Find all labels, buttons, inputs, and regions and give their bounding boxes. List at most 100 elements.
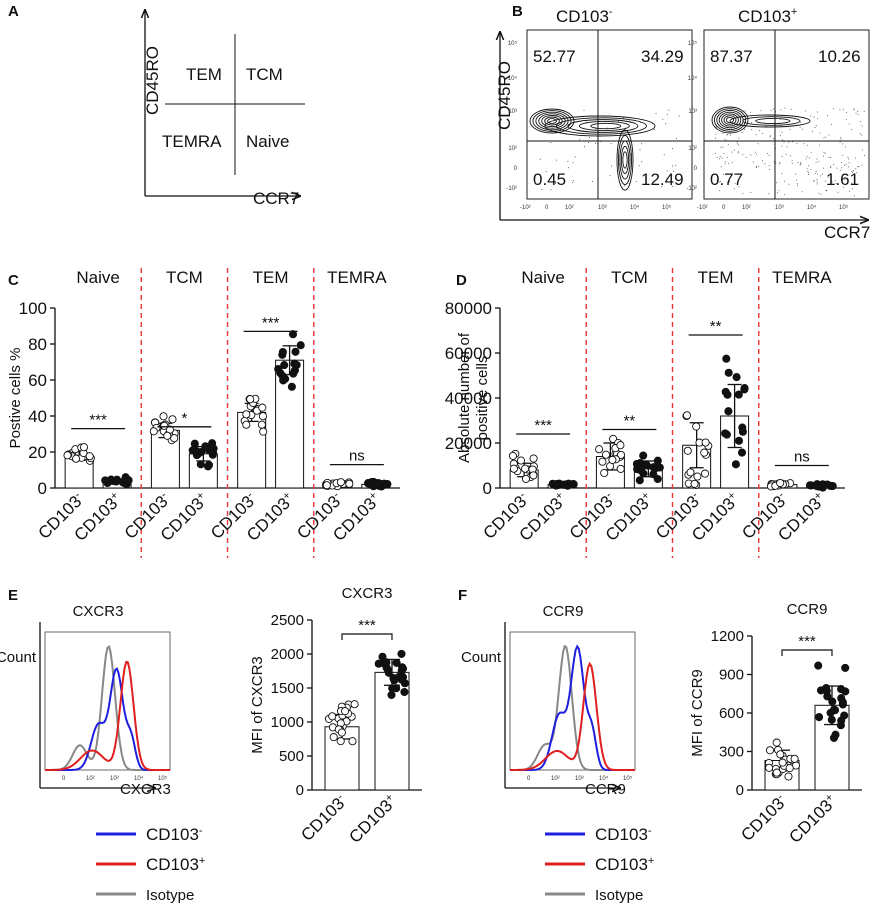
- data-point: [616, 441, 625, 450]
- legend-label: CD103+: [595, 855, 654, 874]
- event-dot: [820, 175, 821, 177]
- legend-label: CD103+: [146, 855, 205, 874]
- event-dot: [848, 123, 850, 125]
- histogram-title: CXCR3: [73, 603, 124, 620]
- event-dot: [773, 124, 774, 126]
- event-dot: [731, 151, 733, 153]
- event-dot: [780, 134, 781, 136]
- event-dot: [716, 180, 718, 182]
- data-point: [772, 738, 781, 747]
- contour-line: [556, 117, 647, 135]
- event-dot: [726, 134, 728, 136]
- data-point: [776, 750, 785, 759]
- event-dot: [823, 167, 825, 169]
- event-dot: [541, 189, 543, 190]
- contour-line: [755, 117, 791, 125]
- event-dot: [550, 189, 552, 191]
- flow-contours: [529, 108, 680, 191]
- contour-line: [529, 108, 575, 134]
- event-dot: [627, 174, 629, 176]
- event-dot: [800, 121, 802, 123]
- contour-line: [622, 151, 628, 169]
- y-tick-label: 10⁴: [508, 75, 518, 82]
- data-point: [288, 330, 298, 339]
- contour-line: [567, 119, 639, 133]
- data-point: [289, 369, 298, 378]
- event-dot: [819, 132, 821, 134]
- event-dot: [863, 110, 865, 112]
- data-point: [790, 754, 799, 763]
- event-dot: [809, 121, 811, 123]
- y-tick-label: 10⁵: [508, 40, 518, 47]
- event-dot: [816, 179, 818, 180]
- event-dot: [554, 116, 556, 118]
- event-dot: [789, 129, 791, 130]
- event-dot: [628, 121, 629, 122]
- event-dot: [823, 152, 825, 154]
- histogram-title: CCR9: [543, 603, 584, 620]
- event-dot: [545, 171, 547, 172]
- event-dot: [851, 175, 853, 177]
- event-dot: [830, 157, 831, 158]
- event-dot: [720, 181, 721, 182]
- contour-line: [723, 115, 737, 125]
- event-dot: [857, 166, 859, 168]
- y-tick-label: 0: [736, 782, 744, 799]
- legend-label: Isotype: [595, 887, 643, 904]
- event-dot: [830, 167, 831, 168]
- event-dot: [823, 155, 824, 157]
- flow-plot-cd103-pos: CD103+ 87.37 10.26 0.77 1.61: [703, 6, 870, 200]
- event-dot: [737, 151, 739, 153]
- y-tick-label: 2000: [271, 646, 304, 663]
- data-point: [569, 479, 578, 489]
- event-dot: [858, 166, 860, 168]
- event-dot: [731, 161, 733, 163]
- contour-line: [535, 111, 569, 131]
- event-dot: [847, 156, 849, 158]
- event-dot: [555, 159, 557, 161]
- event-dot: [750, 111, 752, 113]
- event-dot: [775, 111, 777, 113]
- event-dot: [760, 110, 762, 111]
- x-tick-label: 10⁴: [134, 775, 144, 782]
- data-point: [601, 450, 611, 459]
- data-point: [724, 407, 733, 416]
- event-dot: [813, 116, 815, 118]
- event-dot: [840, 137, 842, 139]
- x-tick-label: CD103-: [737, 791, 791, 845]
- event-dot: [738, 185, 740, 187]
- event-dot: [653, 128, 655, 130]
- event-dot: [574, 156, 576, 158]
- data-point: [397, 675, 406, 684]
- y-tick-label: 10²: [688, 146, 697, 152]
- data-point: [521, 464, 530, 473]
- event-dot: [617, 120, 619, 122]
- event-dot: [663, 154, 665, 156]
- event-dot: [600, 141, 602, 143]
- y-tick-label: 60000: [445, 344, 492, 363]
- x-tick-label: CD103+: [345, 791, 400, 846]
- event-dot: [731, 122, 733, 124]
- panel-c-label: C: [8, 272, 19, 289]
- event-dot: [638, 165, 640, 167]
- histogram-cxcr3: CXCR3 Count CXCR3 0 10² 10³ 10⁴ 10⁵: [0, 603, 171, 798]
- y-tick-label: 20: [28, 443, 47, 462]
- x-tick-label: 10³: [575, 776, 584, 782]
- y-axis-label: Count: [461, 649, 502, 666]
- event-dot: [825, 136, 827, 138]
- data-point: [734, 436, 744, 445]
- data-point: [168, 415, 177, 424]
- event-dot: [810, 151, 812, 153]
- legend-e: CD103- CD103+ Isotype: [96, 825, 205, 904]
- event-dot: [745, 117, 747, 119]
- data-point: [291, 347, 300, 356]
- contour-line: [541, 114, 563, 128]
- quadrant-ul-value: 87.37: [710, 47, 753, 66]
- contour-line: [620, 145, 630, 175]
- event-dot: [671, 148, 673, 150]
- event-dot: [810, 169, 812, 171]
- event-dot: [854, 195, 856, 197]
- event-dot: [759, 129, 761, 131]
- event-dot: [732, 127, 734, 128]
- event-dot: [775, 162, 777, 164]
